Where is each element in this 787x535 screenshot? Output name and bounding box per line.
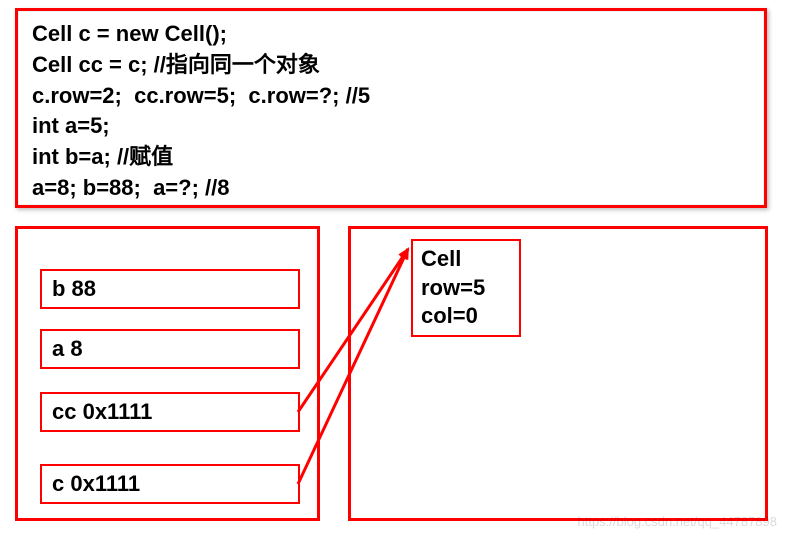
stack-item-a: a 8 xyxy=(40,329,300,369)
stack-item-c: c 0x1111 xyxy=(40,464,300,504)
heap-memory-box: Cell row=5 col=0 xyxy=(348,226,768,521)
object-field-col: col=0 xyxy=(421,302,511,331)
code-line-4: int b=a; //赋值 xyxy=(32,142,750,173)
object-field-row: row=5 xyxy=(421,274,511,303)
stack-item-b: b 88 xyxy=(40,269,300,309)
code-line-5: a=8; b=88; a=?; //8 xyxy=(32,173,750,204)
object-title: Cell xyxy=(421,245,511,274)
code-block: Cell c = new Cell(); Cell cc = c; //指向同一… xyxy=(15,8,767,208)
code-line-1: Cell cc = c; //指向同一个对象 xyxy=(32,50,750,81)
watermark: https://blog.csdn.net/qq_44787898 xyxy=(578,514,778,529)
code-line-0: Cell c = new Cell(); xyxy=(32,19,750,50)
stack-memory-box: b 88 a 8 cc 0x1111 c 0x1111 xyxy=(15,226,320,521)
stack-item-cc: cc 0x1111 xyxy=(40,392,300,432)
code-line-2: c.row=2; cc.row=5; c.row=?; //5 xyxy=(32,81,750,112)
cell-object-box: Cell row=5 col=0 xyxy=(411,239,521,337)
code-line-3: int a=5; xyxy=(32,111,750,142)
